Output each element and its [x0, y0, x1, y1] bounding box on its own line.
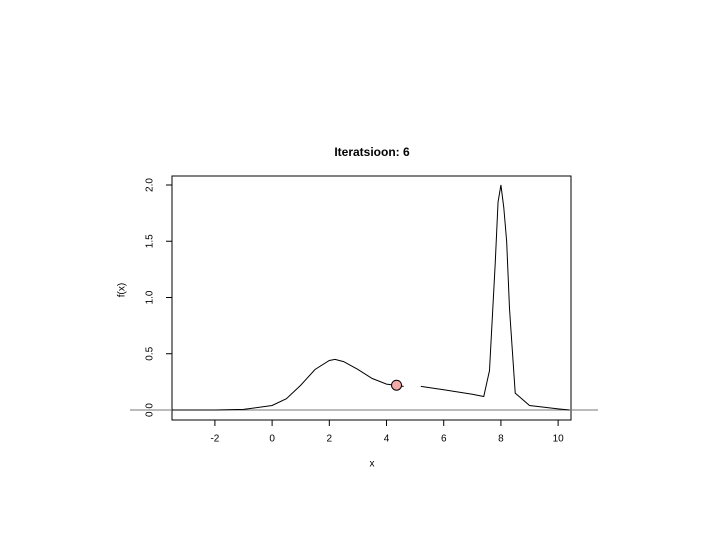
y-tick-label: 2.0	[145, 178, 156, 192]
density-curve	[172, 184, 570, 411]
x-tick-label: 2	[327, 434, 333, 445]
y-tick-label: 1.5	[145, 234, 156, 248]
y-tick-label: 0.5	[145, 346, 156, 360]
x-tick-label: 0	[269, 434, 275, 445]
x-tick-label: 10	[553, 434, 565, 445]
x-tick-label: -2	[210, 434, 219, 445]
x-tick-label: 4	[384, 434, 390, 445]
chart-title: Iteratsioon: 6	[334, 145, 410, 159]
x-tick-label: 8	[498, 434, 504, 445]
y-tick-label: 1.0	[145, 290, 156, 304]
x-tick-label: 6	[441, 434, 447, 445]
x-axis-label: x	[370, 459, 375, 470]
current-point	[391, 379, 403, 391]
y-axis-label: f(x)	[117, 283, 128, 297]
plot-frame	[171, 175, 572, 421]
